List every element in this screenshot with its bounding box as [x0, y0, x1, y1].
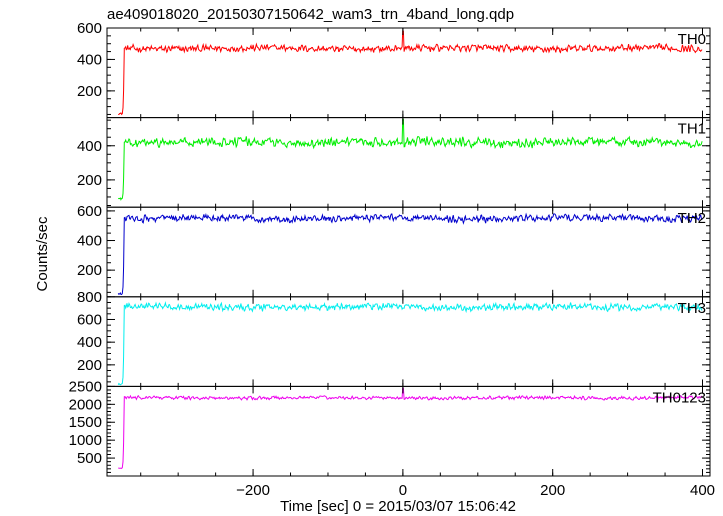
panel-th2: 200 400 600 TH2 [77, 203, 711, 298]
y-tick-label: 1000 [69, 432, 102, 449]
x-axis-label: Time [sec] 0 = 2015/03/07 15:06:42 [280, 498, 516, 515]
panel-label-th0: TH0 [678, 31, 706, 48]
y-tick-label: 600 [77, 311, 102, 328]
chart-panels: 200 400 600 TH0 200 400 TH1 200 400 600 TH2 200 400 6… [69, 20, 715, 499]
panel-label-th2: TH2 [678, 210, 706, 227]
x-tick-label: 400 [690, 482, 715, 499]
y-axis-label: Counts/sec [34, 216, 51, 292]
series-th3 [117, 301, 703, 386]
y-tick-label: 600 [77, 203, 102, 220]
y-tick-label: 500 [77, 450, 102, 467]
x-tick-label: −200 [236, 482, 270, 499]
y-tick-label: 200 [77, 357, 102, 374]
panel-label-th3: TH3 [678, 300, 706, 317]
y-tick-label: 800 [77, 289, 102, 306]
series-th2 [117, 212, 703, 296]
series-th1 [117, 118, 703, 201]
y-tick-label: 2000 [69, 396, 102, 413]
y-tick-label: 400 [77, 51, 102, 68]
y-tick-label: 200 [77, 172, 102, 189]
panel-frame [106, 385, 711, 477]
panel-th0: 200 400 600 TH0 [77, 20, 711, 119]
y-tick-label: 200 [77, 262, 102, 279]
y-tick-label: 400 [77, 334, 102, 351]
x-tick-label: 200 [540, 482, 565, 499]
y-tick-label: 200 [77, 83, 102, 100]
y-tick-label: 2500 [69, 378, 102, 395]
chart-title: ae409018020_20150307150642_wam3_trn_4ban… [107, 6, 514, 23]
panel-label-th1: TH1 [678, 121, 706, 138]
panel-label-th0123: TH0123 [653, 389, 706, 406]
series-th0123 [118, 387, 703, 469]
panel-th3: 200 400 600 800 TH3 [77, 289, 711, 387]
y-tick-label: 400 [77, 138, 102, 155]
panel-frame [106, 117, 711, 208]
series-th0 [118, 30, 703, 116]
y-tick-label: 600 [77, 20, 102, 37]
panel-th1: 200 400 TH1 [77, 117, 711, 208]
x-tick-label: 0 [399, 482, 407, 499]
y-tick-label: 400 [77, 233, 102, 250]
panel-frame [106, 27, 711, 119]
y-tick-label: 1500 [69, 414, 102, 431]
